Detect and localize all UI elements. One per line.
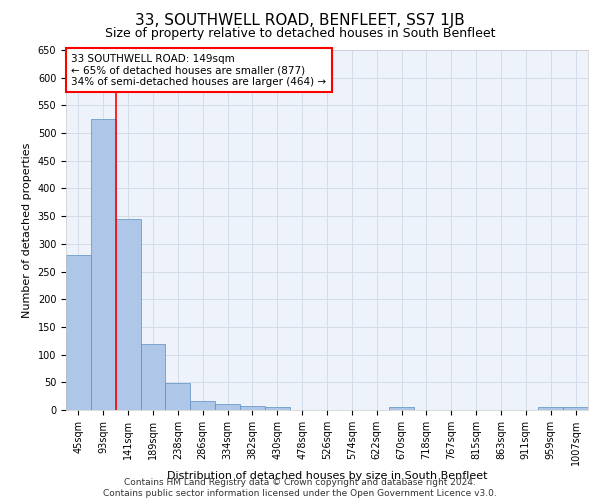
X-axis label: Distribution of detached houses by size in South Benfleet: Distribution of detached houses by size … xyxy=(167,470,487,480)
Text: 33, SOUTHWELL ROAD, BENFLEET, SS7 1JB: 33, SOUTHWELL ROAD, BENFLEET, SS7 1JB xyxy=(135,12,465,28)
Bar xyxy=(116,219,140,410)
Bar xyxy=(265,407,290,410)
Bar xyxy=(389,407,414,410)
Bar xyxy=(66,255,91,410)
Y-axis label: Number of detached properties: Number of detached properties xyxy=(22,142,32,318)
Bar xyxy=(91,119,116,410)
Bar xyxy=(240,406,265,410)
Bar xyxy=(190,401,215,410)
Text: 33 SOUTHWELL ROAD: 149sqm
← 65% of detached houses are smaller (877)
34% of semi: 33 SOUTHWELL ROAD: 149sqm ← 65% of detac… xyxy=(71,54,326,87)
Text: Size of property relative to detached houses in South Benfleet: Size of property relative to detached ho… xyxy=(105,28,495,40)
Bar xyxy=(538,407,563,410)
Bar xyxy=(563,407,588,410)
Bar xyxy=(140,344,166,410)
Text: Contains HM Land Registry data © Crown copyright and database right 2024.
Contai: Contains HM Land Registry data © Crown c… xyxy=(103,478,497,498)
Bar xyxy=(215,404,240,410)
Bar xyxy=(166,384,190,410)
